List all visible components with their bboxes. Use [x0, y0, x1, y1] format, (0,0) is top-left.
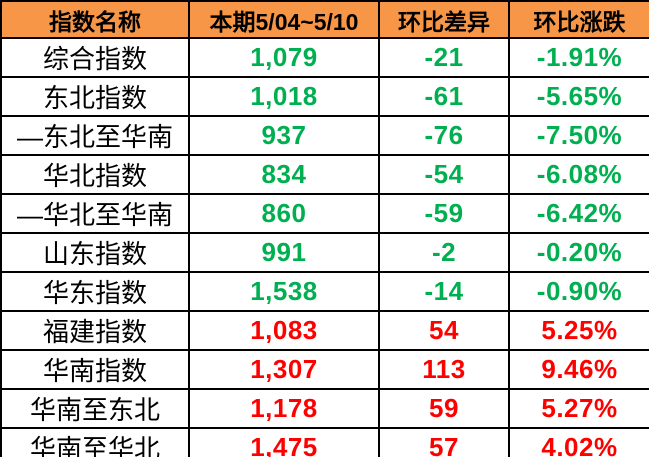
table-row: 山东指数 991 -2 -0.20%	[0, 232, 649, 273]
diff-value-cell: -14	[378, 271, 510, 312]
table-row: 华南至华北 1,475 57 4.02%	[0, 427, 649, 457]
diff-value-cell: 54	[378, 310, 510, 351]
diff-value-cell: -76	[378, 115, 510, 156]
change-pct-cell: 9.46%	[508, 349, 649, 390]
change-pct-cell: -6.08%	[508, 154, 649, 195]
index-name-cell: 东北指数	[0, 76, 190, 117]
index-name-cell: 福建指数	[0, 310, 190, 351]
table-row: 华东指数 1,538 -14 -0.90%	[0, 271, 649, 312]
index-name-cell: 华北指数	[0, 154, 190, 195]
current-value-cell: 991	[188, 232, 380, 273]
current-value-cell: 834	[188, 154, 380, 195]
index-name-cell: 华南至华北	[0, 427, 190, 457]
table-row: 华南指数 1,307 113 9.46%	[0, 349, 649, 390]
index-name-cell: 山东指数	[0, 232, 190, 273]
index-name-cell: 华南指数	[0, 349, 190, 390]
diff-value-cell: 113	[378, 349, 510, 390]
table-row: —华北至华南 860 -59 -6.42%	[0, 193, 649, 234]
change-pct-cell: 4.02%	[508, 427, 649, 457]
current-value-cell: 1,018	[188, 76, 380, 117]
diff-value-cell: -61	[378, 76, 510, 117]
column-header-wow-difference: 环比差异	[378, 0, 510, 39]
change-pct-cell: -0.20%	[508, 232, 649, 273]
index-name-cell: 华南至东北	[0, 388, 190, 429]
current-value-cell: 1,307	[188, 349, 380, 390]
current-value-cell: 1,178	[188, 388, 380, 429]
header-row: 指数名称 本期5/04~5/10 环比差异 环比涨跌	[0, 0, 649, 39]
current-value-cell: 860	[188, 193, 380, 234]
table-body: 综合指数 1,079 -21 -1.91% 东北指数 1,018 -61 -5.…	[0, 37, 649, 457]
column-header-current-period: 本期5/04~5/10	[188, 0, 380, 39]
table-header: 指数名称 本期5/04~5/10 环比差异 环比涨跌	[0, 0, 649, 39]
current-value-cell: 1,079	[188, 37, 380, 78]
diff-value-cell: -2	[378, 232, 510, 273]
change-pct-cell: -7.50%	[508, 115, 649, 156]
table-row: 东北指数 1,018 -61 -5.65%	[0, 76, 649, 117]
table-row: 华北指数 834 -54 -6.08%	[0, 154, 649, 195]
current-value-cell: 1,538	[188, 271, 380, 312]
change-pct-cell: -6.42%	[508, 193, 649, 234]
table-row: —东北至华南 937 -76 -7.50%	[0, 115, 649, 156]
change-pct-cell: -5.65%	[508, 76, 649, 117]
index-name-cell: —华北至华南	[0, 193, 190, 234]
change-pct-cell: 5.25%	[508, 310, 649, 351]
change-pct-cell: -0.90%	[508, 271, 649, 312]
index-name-cell: 综合指数	[0, 37, 190, 78]
diff-value-cell: -54	[378, 154, 510, 195]
change-pct-cell: -1.91%	[508, 37, 649, 78]
current-value-cell: 937	[188, 115, 380, 156]
index-name-cell: —东北至华南	[0, 115, 190, 156]
table-row: 福建指数 1,083 54 5.25%	[0, 310, 649, 351]
current-value-cell: 1,083	[188, 310, 380, 351]
diff-value-cell: -21	[378, 37, 510, 78]
diff-value-cell: -59	[378, 193, 510, 234]
diff-value-cell: 57	[378, 427, 510, 457]
table-row: 综合指数 1,079 -21 -1.91%	[0, 37, 649, 78]
current-value-cell: 1,475	[188, 427, 380, 457]
table-row: 华南至东北 1,178 59 5.27%	[0, 388, 649, 429]
column-header-wow-change: 环比涨跌	[508, 0, 649, 39]
column-header-index-name: 指数名称	[0, 0, 190, 39]
diff-value-cell: 59	[378, 388, 510, 429]
change-pct-cell: 5.27%	[508, 388, 649, 429]
index-name-cell: 华东指数	[0, 271, 190, 312]
